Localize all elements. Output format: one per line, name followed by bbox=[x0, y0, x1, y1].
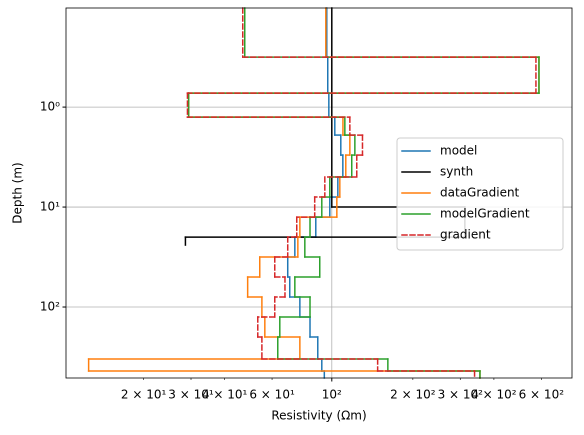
legend-label: synth bbox=[440, 165, 473, 179]
y-axis-label: Depth (m) bbox=[11, 162, 25, 223]
x-minor-tick-label: 3 × 10² bbox=[438, 388, 484, 402]
x-minor-tick-label: 6 × 10¹ bbox=[249, 388, 295, 402]
legend-label: modelGradient bbox=[440, 207, 530, 221]
x-minor-tick-label: 6 × 10² bbox=[519, 388, 565, 402]
legend-label: dataGradient bbox=[440, 186, 520, 200]
x-minor-tick-label: 4 × 10¹ bbox=[202, 388, 248, 402]
legend-box bbox=[396, 137, 564, 251]
axes-frame bbox=[65, 7, 573, 379]
x-minor-tick-label: 3 × 10¹ bbox=[168, 388, 214, 402]
legend: model synth dataGradient modelGradient gradi… bbox=[396, 137, 564, 251]
x-minor-tick-label: 2 × 10¹ bbox=[121, 388, 167, 402]
y-tick-label: 10⁰ bbox=[40, 100, 60, 114]
x-minor-tick-label: 4 × 10² bbox=[471, 388, 517, 402]
y-tick-label: 10² bbox=[40, 300, 60, 314]
x-axis-label: Resistivity (Ωm) bbox=[271, 409, 366, 423]
legend-label: gradient bbox=[440, 228, 491, 242]
x-tick-label: 10² bbox=[322, 388, 342, 402]
x-minor-tick-label: 2 × 10² bbox=[390, 388, 436, 402]
y-tick-label: 10¹ bbox=[40, 200, 60, 214]
legend-label: model bbox=[440, 144, 477, 158]
